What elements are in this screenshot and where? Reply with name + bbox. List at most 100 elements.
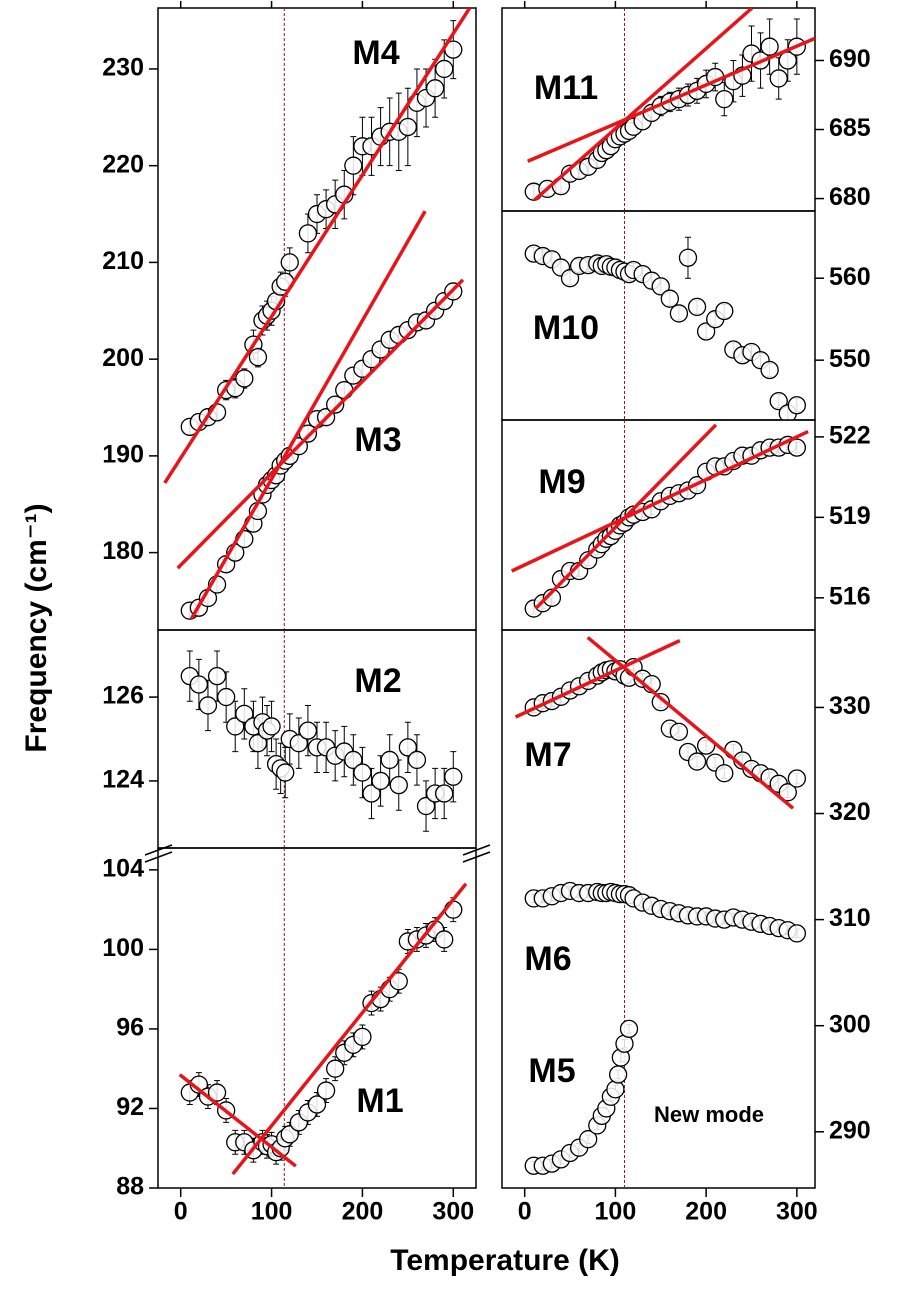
y-tick-label: 516 (829, 582, 871, 610)
fit-line (586, 636, 795, 810)
data-point (262, 717, 281, 736)
data-point (696, 322, 716, 341)
panel: 516 519 522 M9 (501, 419, 871, 631)
data-point (715, 301, 734, 321)
panel-frame (157, 847, 477, 1189)
x-tick-label: 300 (776, 1198, 818, 1226)
data-point (298, 721, 318, 740)
panel: 124 126 M2 (102, 629, 477, 849)
data-point (778, 51, 797, 70)
y-tick-label: 550 (829, 345, 871, 373)
series-label: M11 (534, 69, 598, 107)
y-tick-label: 310 (829, 904, 871, 932)
data-point (787, 396, 807, 415)
panel: 180 190 200 210 220 230 M4 M3 (102, 1, 477, 631)
y-tick-label: 104 (102, 854, 144, 882)
data-point (787, 769, 807, 788)
data-point (344, 750, 363, 770)
y-tick-label: 560 (829, 263, 871, 291)
y-tick-label: 220 (102, 150, 144, 178)
data-point (316, 1081, 336, 1100)
data-point (787, 438, 807, 457)
data-point (189, 675, 209, 694)
series-label: M5 (528, 1052, 575, 1090)
data-point (289, 734, 308, 753)
y-tick-label: 100 (102, 934, 144, 962)
data-point (235, 704, 254, 723)
y-tick-label: 124 (102, 766, 144, 794)
data-point (715, 764, 734, 783)
data-point (606, 1080, 625, 1099)
data-point (435, 59, 454, 79)
data-point (398, 117, 418, 137)
data-point (389, 775, 408, 795)
data-point (687, 752, 707, 771)
data-point (619, 1019, 639, 1039)
data-point (435, 784, 454, 803)
data-point (280, 253, 299, 272)
data-point (444, 767, 463, 786)
fit-line (178, 1073, 297, 1168)
data-point (560, 269, 580, 288)
y-tick-label: 200 (102, 344, 144, 372)
y-tick-label: 88 (116, 1173, 144, 1201)
x-tick-label: 200 (685, 1198, 727, 1226)
series-label: M6 (524, 940, 571, 978)
fit-line (526, 36, 815, 163)
data-point (579, 1130, 598, 1149)
series-label: M1 (356, 1082, 403, 1120)
y-tick-label: 210 (102, 247, 144, 275)
data-point (651, 277, 670, 296)
data-point (326, 1059, 345, 1078)
data-point (416, 796, 436, 816)
x-tick-label: 200 (342, 1198, 384, 1226)
data-point (216, 687, 236, 707)
data-point (198, 696, 218, 715)
x-tick-label: 300 (432, 1198, 474, 1226)
data-point (769, 69, 788, 88)
x-tick-label: 0 (174, 1198, 188, 1226)
plot-area (180, 650, 463, 832)
plot-area (163, 8, 472, 620)
plot-area (178, 882, 468, 1176)
y-tick-label: 180 (102, 537, 144, 565)
fit-line (514, 639, 681, 719)
y-tick-label: 522 (829, 422, 871, 450)
y-tick-label: 330 (829, 692, 871, 720)
plot-area (524, 8, 815, 202)
series-label: M7 (524, 736, 571, 774)
panel: 290 300 310 320 330 0 100 200 300 M7 M6 M5 New mode (501, 629, 871, 1226)
data-point (353, 763, 372, 782)
data-point (298, 224, 318, 243)
fit-line (231, 882, 468, 1176)
panel-frame (501, 629, 816, 1189)
data-point (669, 722, 689, 741)
panel: 680 685 690 M11 (501, 1, 871, 212)
series-label: M9 (538, 463, 585, 501)
series-label: M3 (354, 421, 401, 459)
data-point (226, 717, 245, 736)
data-point (276, 763, 295, 782)
plot-area (514, 636, 807, 1175)
fit-line (190, 210, 427, 620)
x-axis-title: Temperature (K) (390, 1244, 619, 1277)
data-point (235, 369, 254, 388)
data-point (371, 771, 390, 791)
data-point (760, 360, 779, 380)
data-point (207, 1083, 227, 1102)
y-tick-label: 190 (102, 440, 144, 468)
data-point (407, 750, 427, 770)
y-tick-label: 300 (829, 1010, 871, 1038)
data-point (307, 1095, 327, 1114)
data-point (608, 1065, 628, 1084)
panel: 550 560 M10 (501, 210, 871, 421)
y-tick-label: 519 (829, 502, 871, 530)
y-tick-label: 690 (829, 45, 871, 73)
data-point (362, 784, 381, 803)
data-point (380, 750, 399, 770)
data-point (435, 930, 454, 949)
data-point (326, 395, 345, 414)
data-point (353, 1027, 372, 1047)
data-point (669, 304, 689, 323)
